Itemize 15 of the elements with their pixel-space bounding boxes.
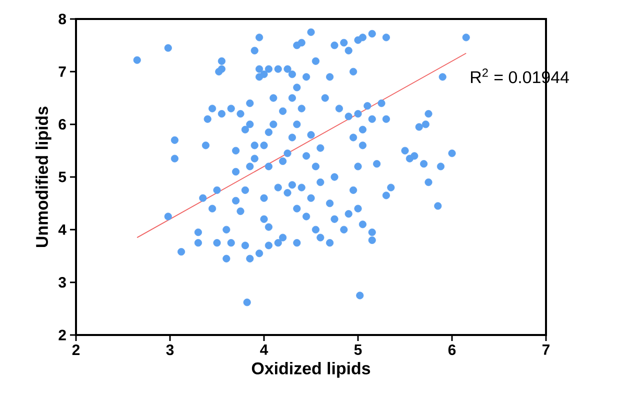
x-tick-label: 4 xyxy=(260,344,268,355)
x-tick-label: 3 xyxy=(166,344,174,356)
x-tick-label: 7 xyxy=(542,344,550,355)
x-axis-title: Oxidized lipids xyxy=(252,362,370,378)
x-tick-label: 5 xyxy=(354,344,362,355)
y-tick-label: 4 xyxy=(58,224,66,235)
y-tick-label: 7 xyxy=(58,66,66,77)
y-tick-label: 3 xyxy=(58,277,66,288)
y-tick-label: 2 xyxy=(58,330,66,340)
y-tick-label: 6 xyxy=(58,119,66,130)
x-tick-label: 2 xyxy=(72,344,80,355)
y-tick-label: 5 xyxy=(58,172,66,182)
x-tick-label: 6 xyxy=(448,344,456,356)
y-axis-title: Unmodified lipids xyxy=(36,106,52,248)
y-tick-label: 8 xyxy=(58,14,66,24)
